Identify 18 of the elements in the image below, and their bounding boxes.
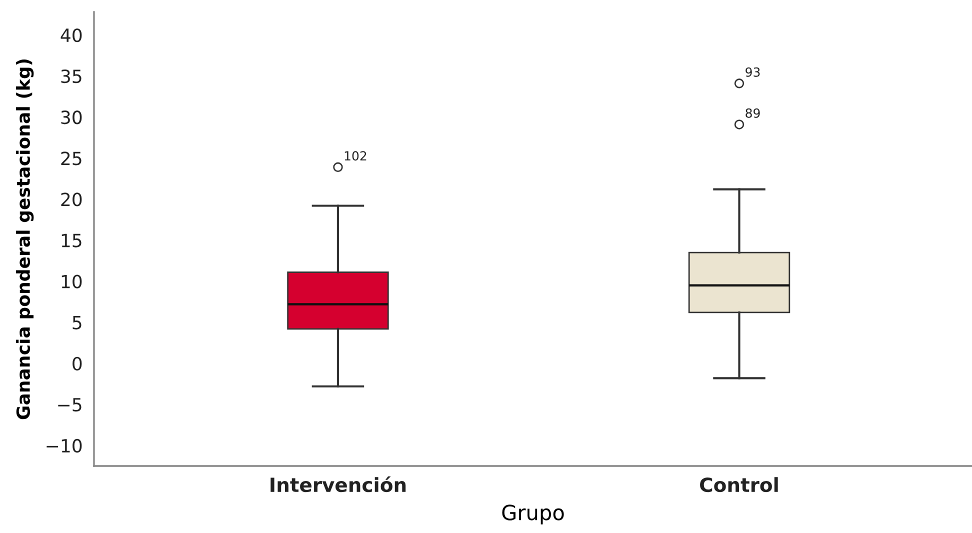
y-tick-label: 35 — [61, 69, 82, 84]
x-tick-label: Control — [700, 477, 778, 492]
y-tick-label: 5 — [72, 316, 82, 330]
y-tick-label: 15 — [62, 234, 82, 248]
y-tick-label: 25 — [61, 152, 82, 166]
annotation: 102 — [344, 151, 366, 161]
y-tick-label: 20 — [61, 192, 82, 206]
y-tick-label: −5 — [58, 398, 82, 412]
y-tick-label: 10 — [62, 274, 82, 288]
y-axis-title: Ganancia ponderal gestacional (kg) — [16, 59, 34, 420]
x-axis-title: Grupo — [502, 504, 564, 524]
annotation: 93 — [746, 67, 760, 77]
y-tick-label: 30 — [61, 110, 82, 124]
x-tick-label: Intervención — [270, 476, 406, 492]
y-tick-label: 0 — [72, 356, 82, 370]
y-tick-label: −10 — [46, 438, 82, 453]
annotation: 89 — [746, 108, 760, 118]
y-tick-label: 40 — [60, 28, 82, 42]
